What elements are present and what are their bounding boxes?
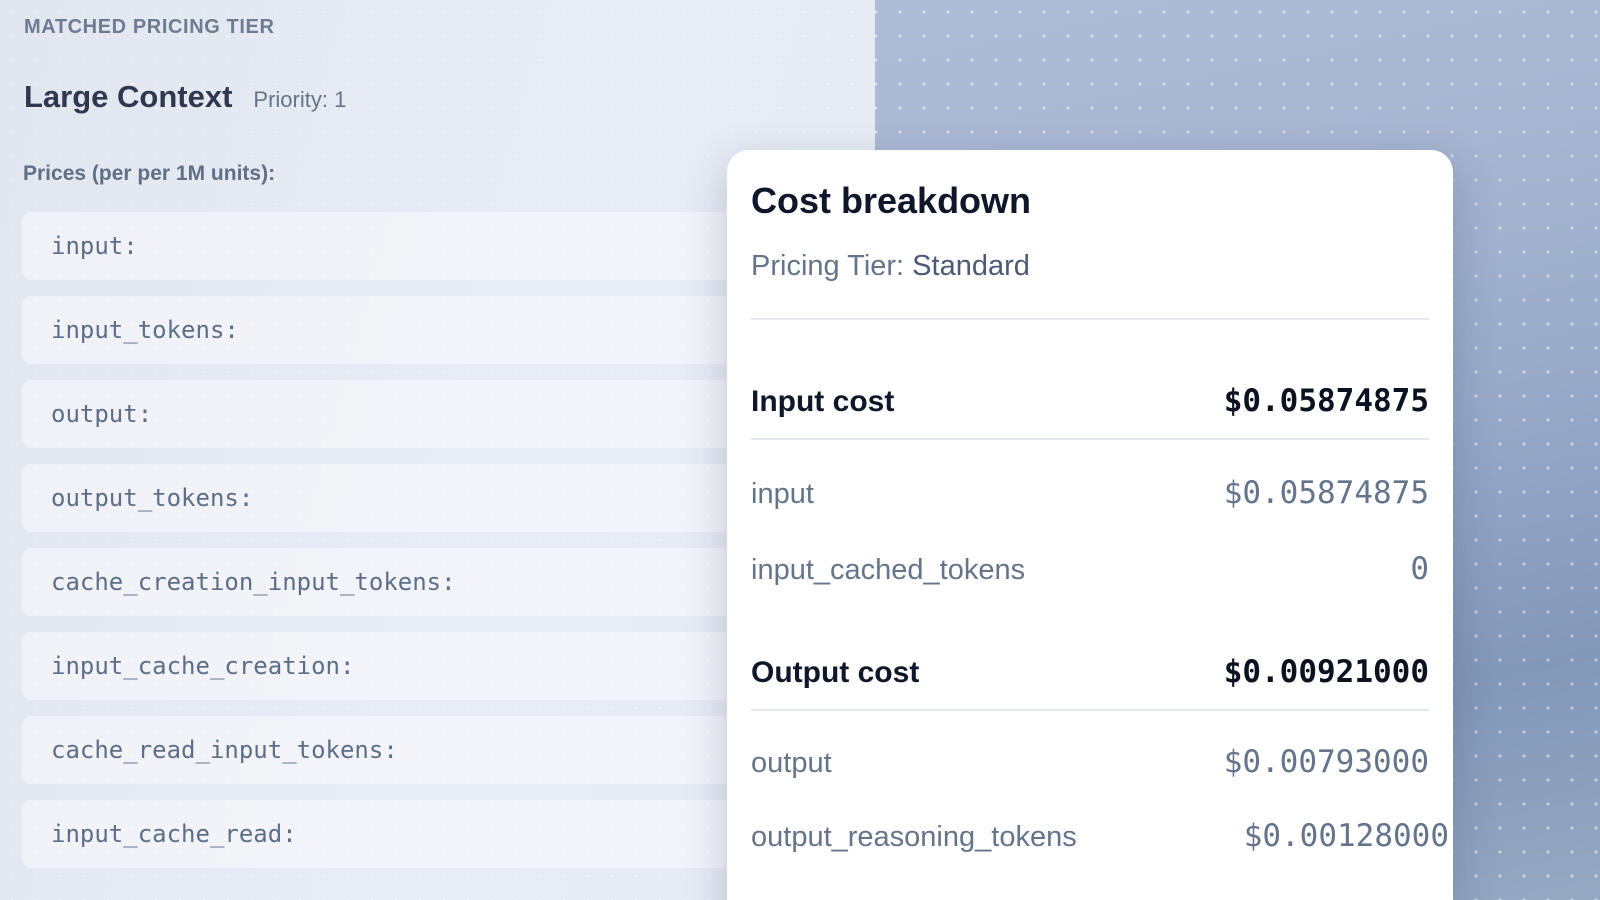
price-row-cache-read-input-tokens: cache_read_input_tokens: — [22, 716, 853, 784]
output-cost-label: Output cost — [751, 656, 920, 689]
card-title: Cost breakdown — [751, 180, 1032, 221]
cost-row-value: $0.00128000 — [1243, 818, 1449, 854]
cost-row-input: input $0.05874875 — [751, 473, 1429, 514]
output-cost-total: $0.00921000 — [1223, 654, 1429, 690]
price-row-label: output: — [51, 400, 153, 428]
cost-row-value: $0.00793000 — [1223, 744, 1429, 780]
input-cost-label: Input cost — [751, 385, 895, 418]
price-row-output-tokens: output_tokens: — [22, 464, 853, 532]
price-row-label: cache_read_input_tokens: — [51, 736, 398, 764]
cost-row-value: 0 — [1410, 551, 1429, 587]
cost-row-label: input_cached_tokens — [751, 554, 1026, 586]
pricing-tier-value: Standard — [912, 250, 1030, 282]
input-cost-header-row: Input cost $0.05874875 — [751, 380, 1429, 423]
input-cost-total: $0.05874875 — [1223, 383, 1429, 419]
divider — [751, 709, 1429, 711]
cost-row-value: $0.05874875 — [1223, 475, 1429, 511]
section-label: MATCHED PRICING TIER — [24, 16, 275, 38]
matched-pricing-tier-panel: MATCHED PRICING TIER Large Context Prior… — [0, 0, 875, 900]
divider — [751, 438, 1429, 440]
pricing-tier-line: Pricing Tier: Standard — [751, 246, 1429, 286]
price-row-label: input_cache_read: — [51, 820, 297, 848]
price-row-output: output: — [22, 380, 853, 448]
cost-row-label: output — [751, 747, 832, 779]
cost-row-output: output $0.00793000 — [751, 742, 1429, 783]
cost-row-label: output_reasoning_tokens — [751, 821, 1077, 853]
cost-row-output-reasoning-tokens: output_reasoning_tokens $0.00128000 — [751, 816, 1449, 857]
price-row-cache-creation-input-tokens: cache_creation_input_tokens: — [22, 548, 853, 616]
cost-row-input-cached-tokens: input_cached_tokens 0 — [751, 549, 1429, 590]
divider — [751, 318, 1429, 320]
cost-row-label: input — [751, 478, 814, 510]
tier-name: Large Context — [24, 79, 233, 114]
price-row-label: input_tokens: — [51, 316, 239, 344]
tier-row: Large Context Priority: 1 — [24, 79, 346, 115]
price-rows-list: input: input_tokens: output: output_toke… — [22, 212, 853, 884]
prices-label: Prices (per per 1M units): — [23, 162, 276, 185]
price-row-input: input: — [22, 212, 853, 280]
pricing-tier-label: Pricing Tier: — [751, 250, 905, 282]
price-row-label: input: — [51, 232, 138, 260]
price-row-label: input_cache_creation: — [51, 652, 355, 680]
price-row-input-cache-creation: input_cache_creation: — [22, 632, 853, 700]
output-cost-header-row: Output cost $0.00921000 — [751, 651, 1429, 694]
price-row-label: output_tokens: — [51, 484, 254, 512]
price-row-label: cache_creation_input_tokens: — [51, 568, 456, 596]
price-row-input-tokens: input_tokens: — [22, 296, 853, 364]
price-row-input-cache-read: input_cache_read: — [22, 800, 853, 868]
cost-breakdown-card: Cost breakdown Pricing Tier: Standard In… — [727, 150, 1453, 900]
tier-priority: Priority: 1 — [253, 87, 347, 112]
